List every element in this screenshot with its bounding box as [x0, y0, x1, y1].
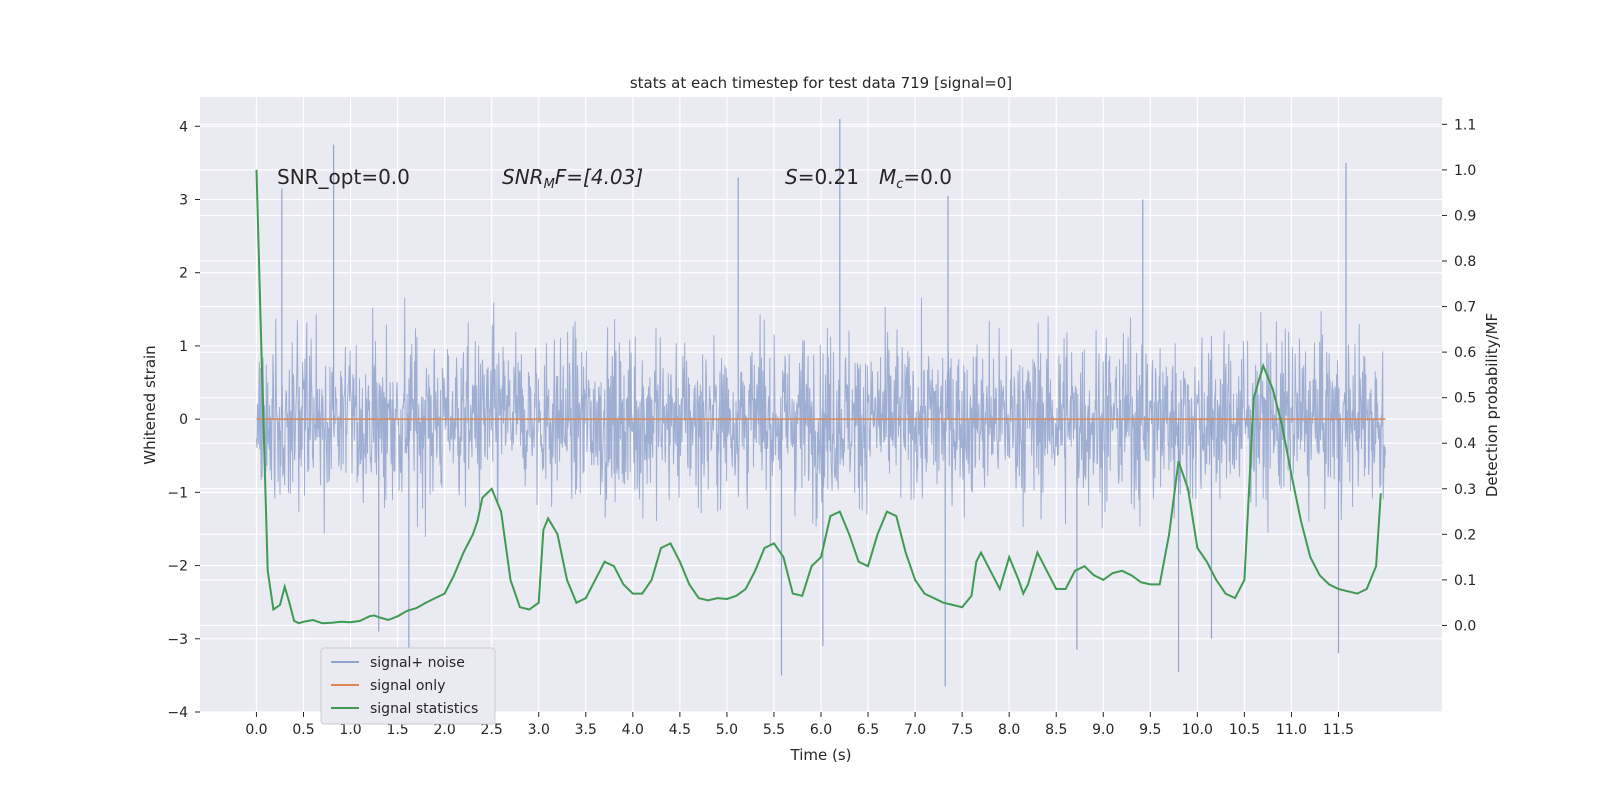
x-tick-label: 7.5 — [951, 722, 973, 738]
legend-box — [320, 647, 496, 725]
signal-noise-line — [256, 297, 1386, 546]
x-tick-label: 3.0 — [528, 722, 550, 738]
grid — [200, 97, 1442, 713]
y-right-tick-label: 0.6 — [1454, 345, 1476, 361]
y-right-tick-label: 0.0 — [1454, 618, 1476, 634]
y-left-tick-label: −2 — [167, 559, 188, 575]
legend-label-signal-noise: signal+ noise — [370, 655, 465, 671]
y-right-tick-label: 1.1 — [1454, 117, 1476, 133]
x-tick-label: 10.5 — [1229, 722, 1260, 738]
y-left-tick-label: −3 — [167, 632, 188, 648]
series-signal-noise — [256, 118, 1386, 687]
x-tick-label: 9.5 — [1139, 722, 1161, 738]
right-y-axis-title: Detection probability/MF — [1483, 313, 1501, 497]
annotation-s-value: =0.21 — [798, 165, 859, 189]
x-tick-label: 0.0 — [245, 722, 267, 738]
x-tick-label: 8.5 — [1045, 722, 1067, 738]
y-right-tick-label: 0.4 — [1454, 436, 1476, 452]
y-left-tick-label: 1 — [179, 339, 188, 355]
legend: signal+ noise signal only signal statist… — [320, 647, 496, 725]
y-left-tick-label: 3 — [179, 193, 188, 209]
annotation-snr-mf-name: SNR — [502, 165, 544, 189]
y-right-tick-label: 1.0 — [1454, 163, 1476, 179]
x-tick-label: 8.0 — [998, 722, 1020, 738]
y-right-tick-label: 0.9 — [1454, 208, 1476, 224]
x-tick-label: 1.5 — [386, 722, 408, 738]
signal-statistics-line — [255, 169, 1382, 625]
y-right-tick-label: 0.7 — [1454, 300, 1476, 316]
x-tick-label: 1.0 — [339, 722, 361, 738]
x-tick-label: 2.5 — [481, 722, 503, 738]
legend-label-signal-only: signal only — [370, 678, 445, 694]
y-right-tick-label: 0.3 — [1454, 482, 1476, 498]
annotation-s: S=0.21 — [785, 165, 859, 189]
y-right-tick-label: 0.2 — [1454, 527, 1476, 543]
x-tick-label: 4.0 — [622, 722, 644, 738]
annotation-mc-name: M — [879, 165, 896, 189]
y-left-tick-label: −4 — [167, 705, 188, 721]
x-tick-label: 5.5 — [763, 722, 785, 738]
annotation-snr-mf-value: F=[4.03] — [555, 165, 643, 189]
left-y-axis-title: Whitened strain — [141, 345, 159, 464]
y-left-tick-label: 0 — [179, 412, 188, 428]
x-tick-label: 7.0 — [904, 722, 926, 738]
x-tick-label: 11.5 — [1323, 722, 1354, 738]
y-left-tick-label: −1 — [167, 485, 188, 501]
annotation-mc-value: =0.0 — [903, 165, 952, 189]
x-tick-label: 4.5 — [669, 722, 691, 738]
annotation-snr-mf-sub: M — [544, 177, 555, 192]
annotation-snr-opt: SNR_opt=0.0 — [277, 165, 410, 189]
annotation-snr-mf: SNRMF=[4.03] — [502, 165, 643, 192]
axis-ticks: 0.0 0.5 1.0 1.5 2.0 2.5 3.0 3.5 4.0 4.5 5.0 5.5 6.0 6… — [167, 117, 1476, 738]
x-axis-title: Time (s) — [790, 746, 852, 764]
y-left-tick-label: 2 — [179, 266, 188, 282]
x-tick-label: 6.0 — [810, 722, 832, 738]
x-tick-label: 0.5 — [292, 722, 314, 738]
y-right-tick-label: 0.5 — [1454, 391, 1476, 407]
series-signal-statistics — [255, 169, 1382, 625]
x-tick-label: 3.5 — [575, 722, 597, 738]
y-right-tick-label: 0.1 — [1454, 573, 1476, 589]
x-tick-label: 2.0 — [434, 722, 456, 738]
y-right-tick-label: 0.8 — [1454, 254, 1476, 270]
annotation-mc: Mc=0.0 — [879, 165, 952, 192]
x-tick-label: 9.0 — [1092, 722, 1114, 738]
x-tick-label: 10.0 — [1182, 722, 1213, 738]
x-tick-label: 11.0 — [1276, 722, 1307, 738]
chart-title: stats at each timestep for test data 719… — [630, 74, 1012, 92]
legend-label-signal-statistics: signal statistics — [370, 701, 478, 717]
annotation-mc-sub: c — [896, 177, 903, 192]
annotation-s-name: S — [785, 165, 798, 189]
y-left-tick-label: 4 — [179, 119, 188, 135]
x-tick-label: 5.0 — [716, 722, 738, 738]
x-tick-label: 6.5 — [857, 722, 879, 738]
